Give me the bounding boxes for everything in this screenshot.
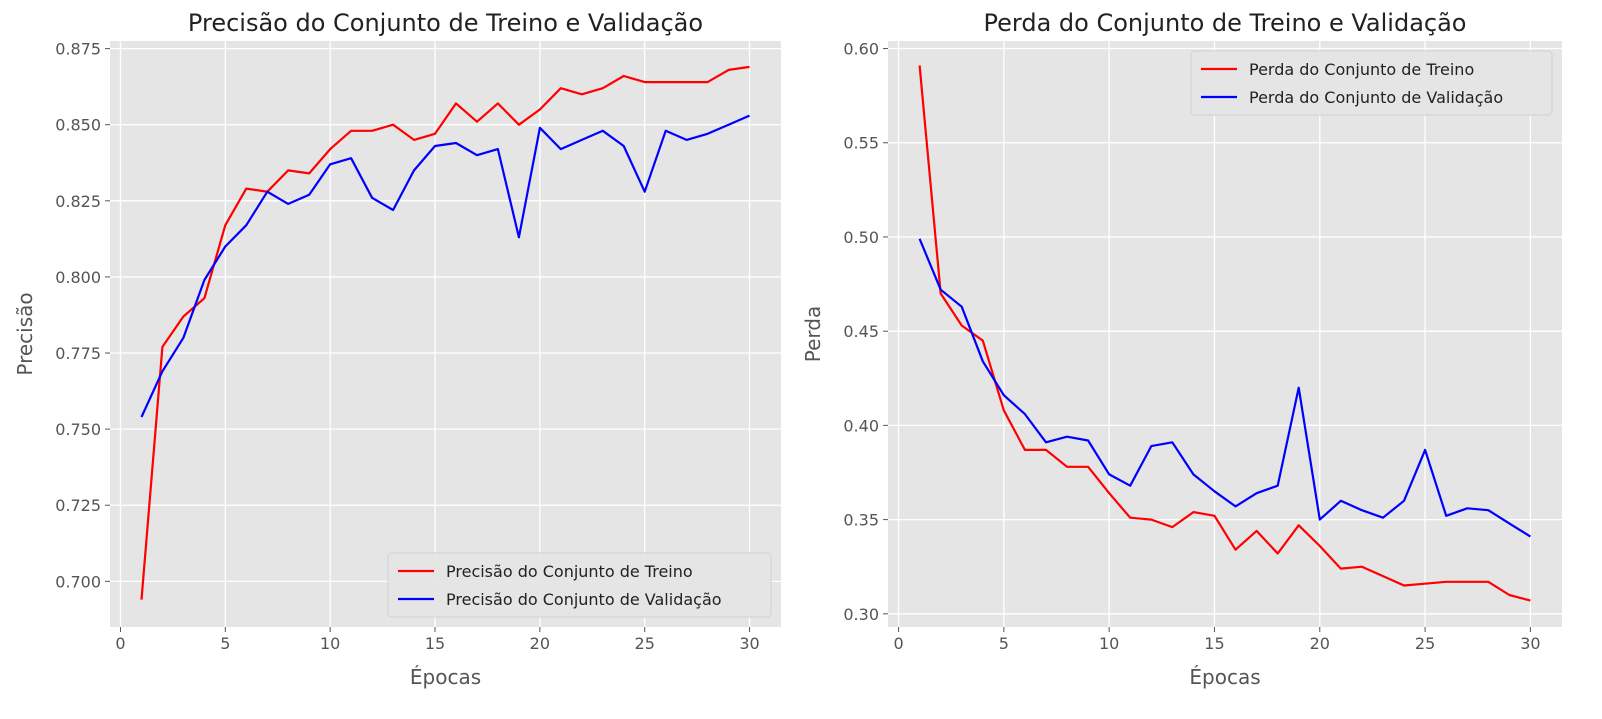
loss-x-tick-label: 0 — [893, 634, 903, 653]
accuracy-x-tick-label: 10 — [320, 634, 340, 653]
accuracy-legend-entry: Precisão do Conjunto de Treino — [446, 562, 693, 581]
loss-x-axis-label: Épocas — [1189, 665, 1260, 689]
accuracy-plot-area — [110, 41, 781, 627]
loss-y-tick-label: 0.45 — [843, 322, 879, 341]
loss-x-tick-label: 10 — [1099, 634, 1119, 653]
loss-series-line-train — [918, 65, 1531, 602]
accuracy-y-tick-label: 0.750 — [55, 420, 101, 439]
loss-y-tick-label: 0.50 — [843, 228, 879, 247]
accuracy-x-axis-label: Épocas — [410, 665, 481, 689]
loss-x-tick-label: 30 — [1520, 634, 1540, 653]
loss-y-tick-label: 0.60 — [843, 40, 879, 59]
loss-y-tick-label: 0.55 — [843, 134, 879, 153]
accuracy-x-tick-label: 25 — [635, 634, 655, 653]
accuracy-x-tick-label: 0 — [115, 634, 125, 653]
accuracy-series-line-validation — [140, 114, 750, 418]
accuracy-y-tick-label: 0.775 — [55, 344, 101, 363]
loss-y-axis-label: Perda — [801, 306, 825, 362]
accuracy-x-tick-label: 20 — [530, 634, 550, 653]
loss-legend-entry: Perda do Conjunto de Treino — [1249, 60, 1474, 79]
loss-chart-title: Perda do Conjunto de Treino e Validação — [984, 9, 1467, 37]
loss-x-tick-label: 15 — [1204, 634, 1224, 653]
accuracy-y-tick-label: 0.850 — [55, 116, 101, 135]
accuracy-legend-entry: Precisão do Conjunto de Validação — [446, 590, 722, 609]
accuracy-y-tick-label: 0.725 — [55, 496, 101, 515]
accuracy-y-tick-label: 0.700 — [55, 572, 101, 591]
loss-x-tick-label: 25 — [1415, 634, 1435, 653]
loss-plot-area — [888, 41, 1562, 627]
accuracy-x-tick-label: 30 — [739, 634, 759, 653]
loss-legend — [1190, 50, 1553, 116]
loss-series-line-validation — [918, 238, 1531, 538]
loss-y-tick-label: 0.35 — [843, 511, 879, 530]
accuracy-chart-title: Precisão do Conjunto de Treino e Validaç… — [188, 9, 703, 37]
accuracy-x-tick-label: 5 — [220, 634, 230, 653]
accuracy-y-tick-label: 0.825 — [55, 192, 101, 211]
loss-x-tick-label: 5 — [999, 634, 1009, 653]
accuracy-series-line-train — [140, 65, 750, 600]
accuracy-y-tick-label: 0.875 — [55, 40, 101, 59]
loss-y-tick-label: 0.30 — [843, 605, 879, 624]
loss-y-tick-label: 0.40 — [843, 416, 879, 435]
loss-x-tick-label: 20 — [1310, 634, 1330, 653]
loss-legend-entry: Perda do Conjunto de Validação — [1249, 88, 1503, 107]
accuracy-y-tick-label: 0.800 — [55, 268, 101, 287]
accuracy-x-tick-label: 15 — [425, 634, 445, 653]
accuracy-legend — [387, 552, 772, 618]
accuracy-y-axis-label: Precisão — [13, 292, 37, 375]
